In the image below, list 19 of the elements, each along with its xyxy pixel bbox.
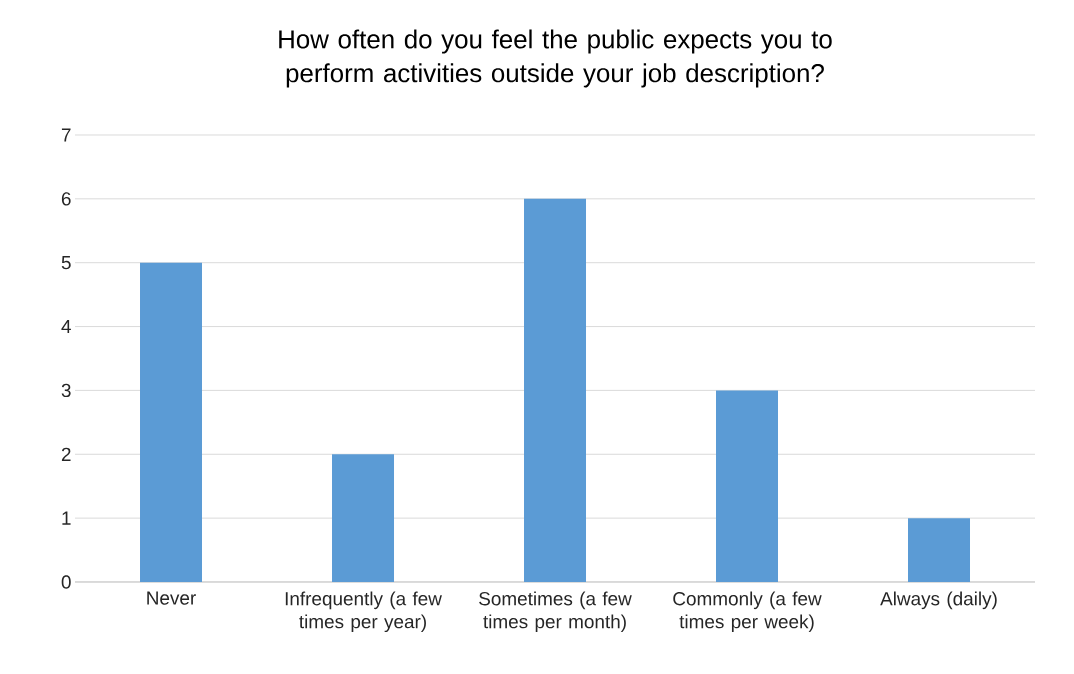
x-tick-label: Infrequently (a few times per year) <box>285 591 442 633</box>
y-tick-label: 1 <box>62 511 71 525</box>
bar <box>524 198 587 582</box>
chart-title: How often do you feel the public expects you to perform activities outside your job description? <box>279 29 832 88</box>
y-tick-label: 2 <box>61 447 71 461</box>
x-tick-label: Never <box>147 591 196 605</box>
bar <box>140 262 203 582</box>
y-tick-label: 0 <box>61 575 71 589</box>
bar <box>908 518 971 582</box>
x-tick-label: Always (daily) <box>880 591 997 610</box>
y-tick-label: 3 <box>61 383 71 398</box>
y-tick-label: 4 <box>61 320 71 334</box>
x-tick-label: Sometimes (a few times per month) <box>479 591 632 633</box>
y-tick-label: 7 <box>61 128 71 142</box>
x-tick-label: Commonly (a few times per week) <box>673 591 822 633</box>
y-tick-label: 5 <box>61 256 71 270</box>
bar <box>332 454 395 582</box>
y-tick-label: 6 <box>61 192 71 206</box>
bar <box>716 390 779 582</box>
